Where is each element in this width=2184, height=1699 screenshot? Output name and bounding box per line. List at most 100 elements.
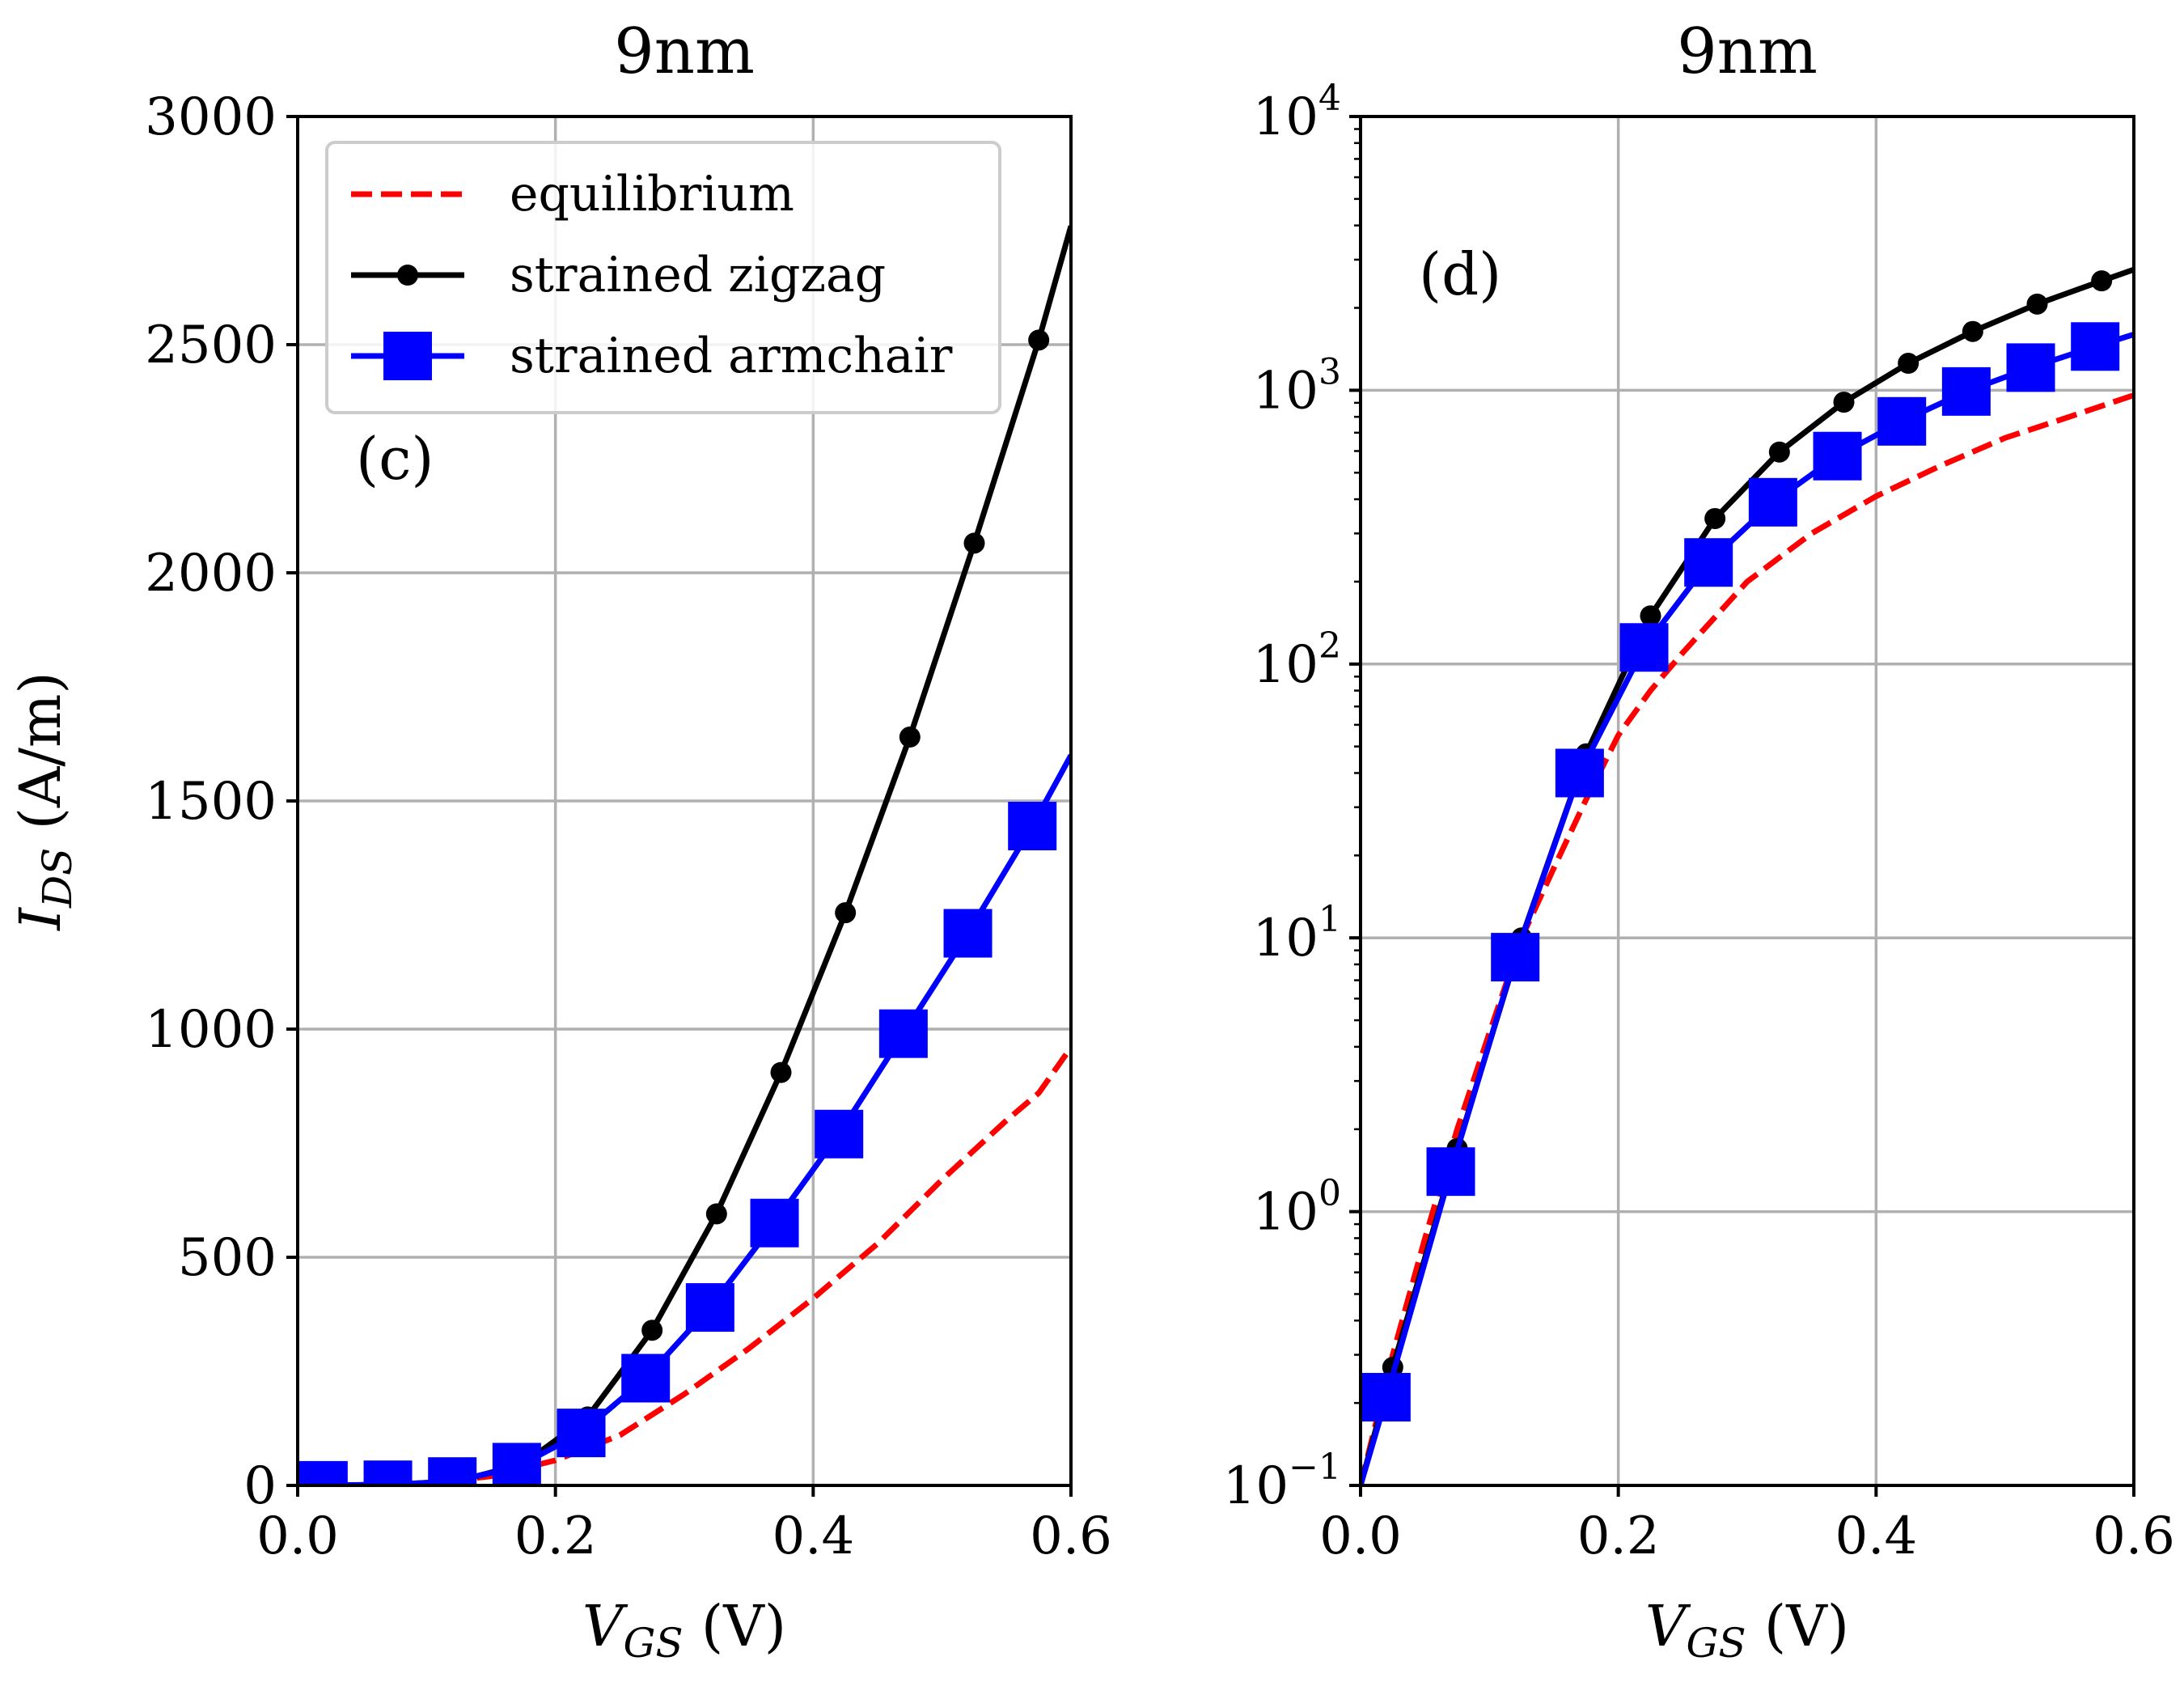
data-point <box>557 1409 606 1458</box>
data-point <box>1555 748 1604 798</box>
x-tick-label: 0.6 <box>1030 1506 1112 1566</box>
legend-marker <box>397 265 418 286</box>
series-line-strained-zigzag <box>1361 266 2134 1485</box>
data-point <box>298 1460 348 1485</box>
legend: equilibrium strained zigzag strained armch… <box>325 141 1001 414</box>
x-axis-label: VGS (V) <box>1645 1593 1849 1667</box>
text-part: 10 <box>1253 635 1318 695</box>
data-point <box>492 1443 541 1485</box>
legend-marker <box>383 332 432 380</box>
y-tick-label: 2000 <box>145 544 277 604</box>
data-point <box>815 1109 864 1159</box>
chart-title: 9nm <box>1677 15 1818 88</box>
data-point <box>943 909 993 958</box>
data-point <box>1008 802 1057 851</box>
y-axis-label: IDS (A/m) <box>7 672 81 931</box>
legend-label: equilibrium <box>510 166 794 222</box>
y-tick-label: 103 <box>1253 351 1341 421</box>
data-point <box>705 1203 727 1225</box>
text-part: 0 <box>1318 1173 1341 1214</box>
text-part: I <box>7 907 74 932</box>
data-point <box>1748 477 1797 527</box>
data-point <box>899 727 921 748</box>
x-tick-label: 0.0 <box>1319 1506 1402 1566</box>
series-line-strained-armchair <box>298 753 1071 1485</box>
series-group <box>1361 266 2134 1485</box>
data-point <box>1684 538 1733 587</box>
y-tick-label: 100 <box>1253 1173 1341 1243</box>
data-point <box>1941 366 1991 416</box>
text-part: 2 <box>1318 625 1341 667</box>
text-part: 3 <box>1318 351 1341 392</box>
y-tick-label: 0 <box>243 1456 277 1516</box>
series-group <box>298 225 1071 1485</box>
y-tick-label: 102 <box>1253 625 1341 695</box>
text-part: V <box>1645 1593 1691 1659</box>
series-line-strained-zigzag <box>298 225 1071 1485</box>
data-point <box>2091 270 2113 292</box>
data-point <box>1962 320 1983 342</box>
series-line-equilibrium <box>1361 392 2134 1485</box>
x-tick-label: 0.4 <box>772 1506 854 1566</box>
data-point <box>1877 396 1927 446</box>
series-line-strained-armchair <box>1361 331 2134 1485</box>
text-part: (V) <box>684 1593 786 1659</box>
text-part: (A/m) <box>7 672 74 847</box>
text-part: 10 <box>1253 909 1318 968</box>
y-tick-label: 1500 <box>145 772 277 832</box>
data-point <box>621 1354 671 1403</box>
data-point <box>363 1460 413 1485</box>
data-point <box>1491 933 1540 982</box>
text-part: GS <box>623 1620 683 1667</box>
data-point <box>835 902 857 924</box>
text-part: DS <box>34 848 81 909</box>
panel-label: (d) <box>1419 240 1501 308</box>
y-tick-label: 104 <box>1253 78 1341 147</box>
data-point <box>641 1320 663 1341</box>
text-part: −1 <box>1289 1447 1341 1488</box>
text-part: GS <box>1686 1620 1746 1667</box>
data-point <box>1704 507 1726 529</box>
data-point <box>1768 441 1790 463</box>
data-point <box>1361 1372 1411 1421</box>
panel-label: (c) <box>356 425 434 493</box>
text-part: 10 <box>1223 1456 1289 1516</box>
data-point <box>428 1457 477 1485</box>
data-point <box>1898 353 1919 375</box>
text-part: V <box>582 1593 629 1659</box>
data-point <box>1640 605 1661 627</box>
y-tick-label: 10−1 <box>1223 1447 1341 1516</box>
y-tick-label: 101 <box>1253 899 1341 968</box>
text-part: 10 <box>1253 87 1318 147</box>
legend-label: strained zigzag <box>510 247 886 303</box>
text-part: 10 <box>1253 1183 1318 1243</box>
data-point <box>2026 293 2048 315</box>
x-tick-label: 0.2 <box>1577 1506 1660 1566</box>
x-tick-label: 0.6 <box>2093 1506 2175 1566</box>
data-point <box>750 1198 799 1248</box>
data-point <box>1813 431 1862 481</box>
chart-title: 9nm <box>614 15 755 88</box>
data-point <box>1833 392 1855 413</box>
text-part: 4 <box>1318 78 1341 119</box>
y-tick-label: 500 <box>178 1228 277 1288</box>
data-point <box>1028 329 1050 351</box>
text-part: 10 <box>1253 361 1318 421</box>
panel-c: 0.0 0.2 0.4 0.6 0 500 1000 1500 2000 2500 3000 9nm V… <box>7 15 1112 1667</box>
data-point <box>2071 322 2120 371</box>
data-point <box>878 1009 928 1058</box>
y-tick-label: 1000 <box>145 1000 277 1060</box>
data-point <box>963 532 985 554</box>
data-point <box>685 1283 734 1333</box>
x-tick-label: 0.2 <box>514 1506 597 1566</box>
x-axis-label: VGS (V) <box>582 1593 786 1667</box>
x-tick-label: 0.4 <box>1835 1506 1917 1566</box>
data-point <box>1426 1147 1475 1197</box>
x-tick-label: 0.0 <box>256 1506 339 1566</box>
text-part: (V) <box>1746 1593 1849 1659</box>
legend-box <box>325 141 1001 414</box>
data-point <box>770 1061 792 1083</box>
y-tick-label: 3000 <box>145 87 277 147</box>
